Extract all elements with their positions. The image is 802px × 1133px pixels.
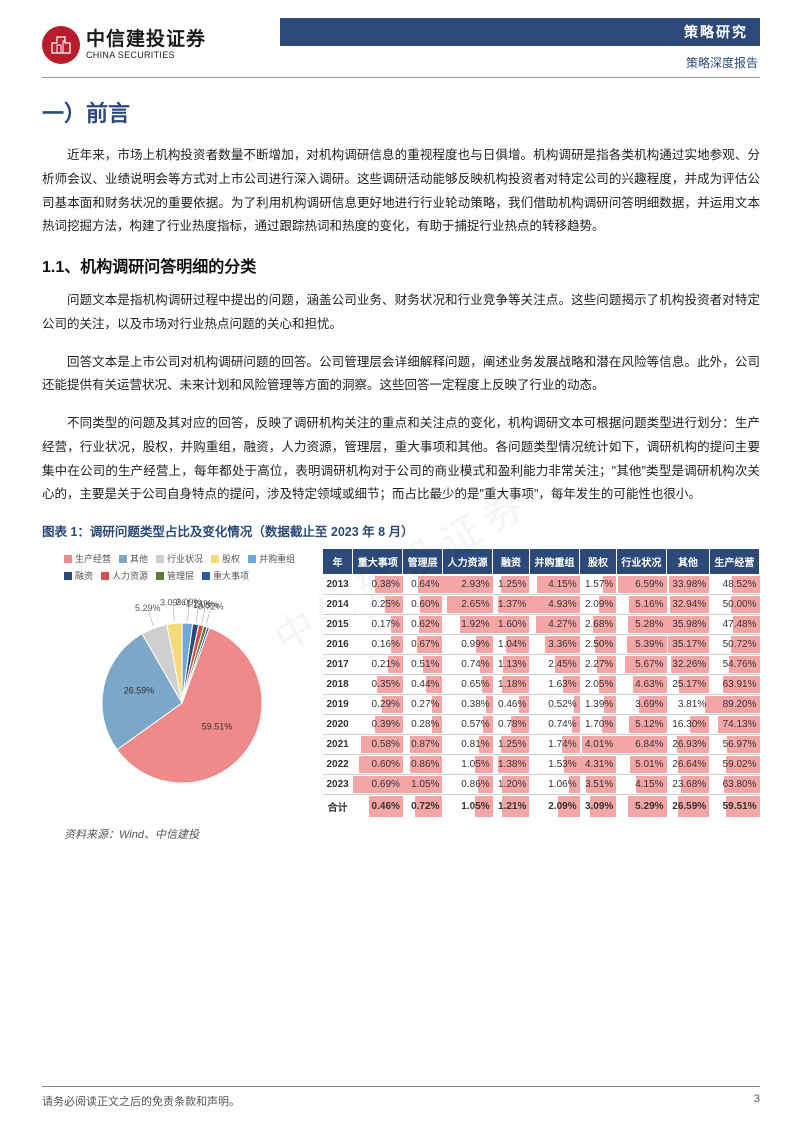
legend-item: 人力资源 [101, 569, 148, 582]
page-number: 3 [754, 1093, 760, 1109]
page-footer: 请务必阅读正文之后的免责条款和声明。 3 [42, 1086, 760, 1109]
table-row: 20160.16%0.67%0.99%1.04%3.36%2.50%5.39%3… [323, 635, 760, 655]
data-table: 年重大事项管理层人力资源融资并购重组股权行业状况其他生产经营20130.38%0… [322, 548, 760, 818]
paragraph-4: 不同类型的问题及其对应的回答，反映了调研机构关注的重点和关注点的变化，机构调研文… [42, 412, 760, 507]
legend-item: 行业状况 [156, 552, 203, 565]
table-row: 20220.60%0.86%1.05%1.38%1.53%4.31%5.01%2… [323, 755, 760, 775]
table-header: 管理层 [403, 549, 443, 575]
content-area: 一）前言 近年来，市场上机构投资者数量不断增加，对机构调研信息的重视程度也与日俱… [0, 78, 802, 842]
legend-item: 股权 [211, 552, 240, 565]
table-row: 20180.35%0.44%0.65%1.18%1.63%2.05%4.63%2… [323, 675, 760, 695]
legend-item: 其他 [119, 552, 148, 565]
paragraph-3: 回答文本是上市公司对机构调研问题的回答。公司管理层会详细解释问题，阐述业务发展战… [42, 351, 760, 399]
subsection-title: 1.1、机构调研问答明细的分类 [42, 253, 760, 277]
table-row: 合计0.46%0.72%1.05%1.21%2.09%3.09%5.29%26.… [323, 795, 760, 819]
table-header: 并购重组 [529, 549, 579, 575]
figure-source: 资料来源：Wind、中信建投 [64, 826, 760, 842]
legend-item: 管理层 [156, 569, 194, 582]
legend-item: 重大事项 [202, 569, 249, 582]
header-category: 策略研究 [280, 18, 760, 46]
table-header: 生产经营 [709, 549, 759, 575]
footer-disclaimer: 请务必阅读正文之后的免责条款和声明。 [42, 1093, 240, 1109]
paragraph-intro: 近年来，市场上机构投资者数量不断增加，对机构调研信息的重视程度也与日俱增。机构调… [42, 144, 760, 239]
legend-item: 并购重组 [248, 552, 295, 565]
section-title: 一）前言 [42, 96, 760, 128]
table-header: 其他 [667, 549, 710, 575]
pie-chart: 59.51%26.59%5.29%3.09%2.09%1.21%1.05%0.7… [52, 588, 302, 798]
table-header: 重大事项 [353, 549, 403, 575]
legend-item: 融资 [64, 569, 93, 582]
table-row: 20130.38%0.64%2.93%1.25%4.15%1.57%6.59%3… [323, 575, 760, 595]
legend-item: 生产经营 [64, 552, 111, 565]
pie-legend: 生产经营其他行业状况股权并购重组融资人力资源管理层重大事项 [64, 552, 312, 582]
header-subtitle: 策略深度报告 [280, 54, 760, 71]
paragraph-2: 问题文本是指机构调研过程中提出的问题，涵盖公司业务、财务状况和行业竞争等关注点。… [42, 289, 760, 337]
table-header: 人力资源 [442, 549, 492, 575]
table-row: 20150.17%0.62%1.92%1.60%4.27%2.68%5.28%3… [323, 615, 760, 635]
logo-icon [42, 26, 80, 64]
table-row: 20230.69%1.05%0.86%1.20%1.06%3.51%4.15%2… [323, 775, 760, 795]
pie-chart-wrap: 生产经营其他行业状况股权并购重组融资人力资源管理层重大事项 59.51% 26.5… [42, 548, 312, 798]
figure-row: 生产经营其他行业状况股权并购重组融资人力资源管理层重大事项 59.51%26.5… [42, 548, 760, 818]
svg-text:59.51%: 59.51% [202, 722, 233, 732]
table-header: 年 [323, 549, 353, 575]
logo-text-en: CHINA SECURITIES [86, 51, 206, 60]
table-row: 20170.21%0.51%0.74%1.13%2.45%2.27%5.67%3… [323, 655, 760, 675]
table-row: 20190.29%0.27%0.38%0.46%0.52%1.39%3.69%3… [323, 695, 760, 715]
table-header: 融资 [493, 549, 530, 575]
table-header: 行业状况 [616, 549, 666, 575]
logo-block: 中信建投证券 CHINA SECURITIES [42, 26, 206, 64]
table-header: 股权 [580, 549, 617, 575]
page-header: 中信建投证券 CHINA SECURITIES 策略研究 策略深度报告 [0, 0, 802, 71]
table-row: 20210.58%0.87%0.81%1.25%1.74%4.01%6.84%2… [323, 735, 760, 755]
logo-text-cn: 中信建投证券 [86, 30, 206, 49]
svg-text:26.59%: 26.59% [124, 686, 155, 696]
table-row: 20200.39%0.28%0.57%0.78%0.74%1.70%5.12%1… [323, 715, 760, 735]
figure-title: 图表 1：调研问题类型占比及变化情况（数据截止至 2023 年 8 月） [42, 521, 760, 540]
table-row: 20140.25%0.60%2.65%1.37%4.93%2.09%5.16%3… [323, 595, 760, 615]
